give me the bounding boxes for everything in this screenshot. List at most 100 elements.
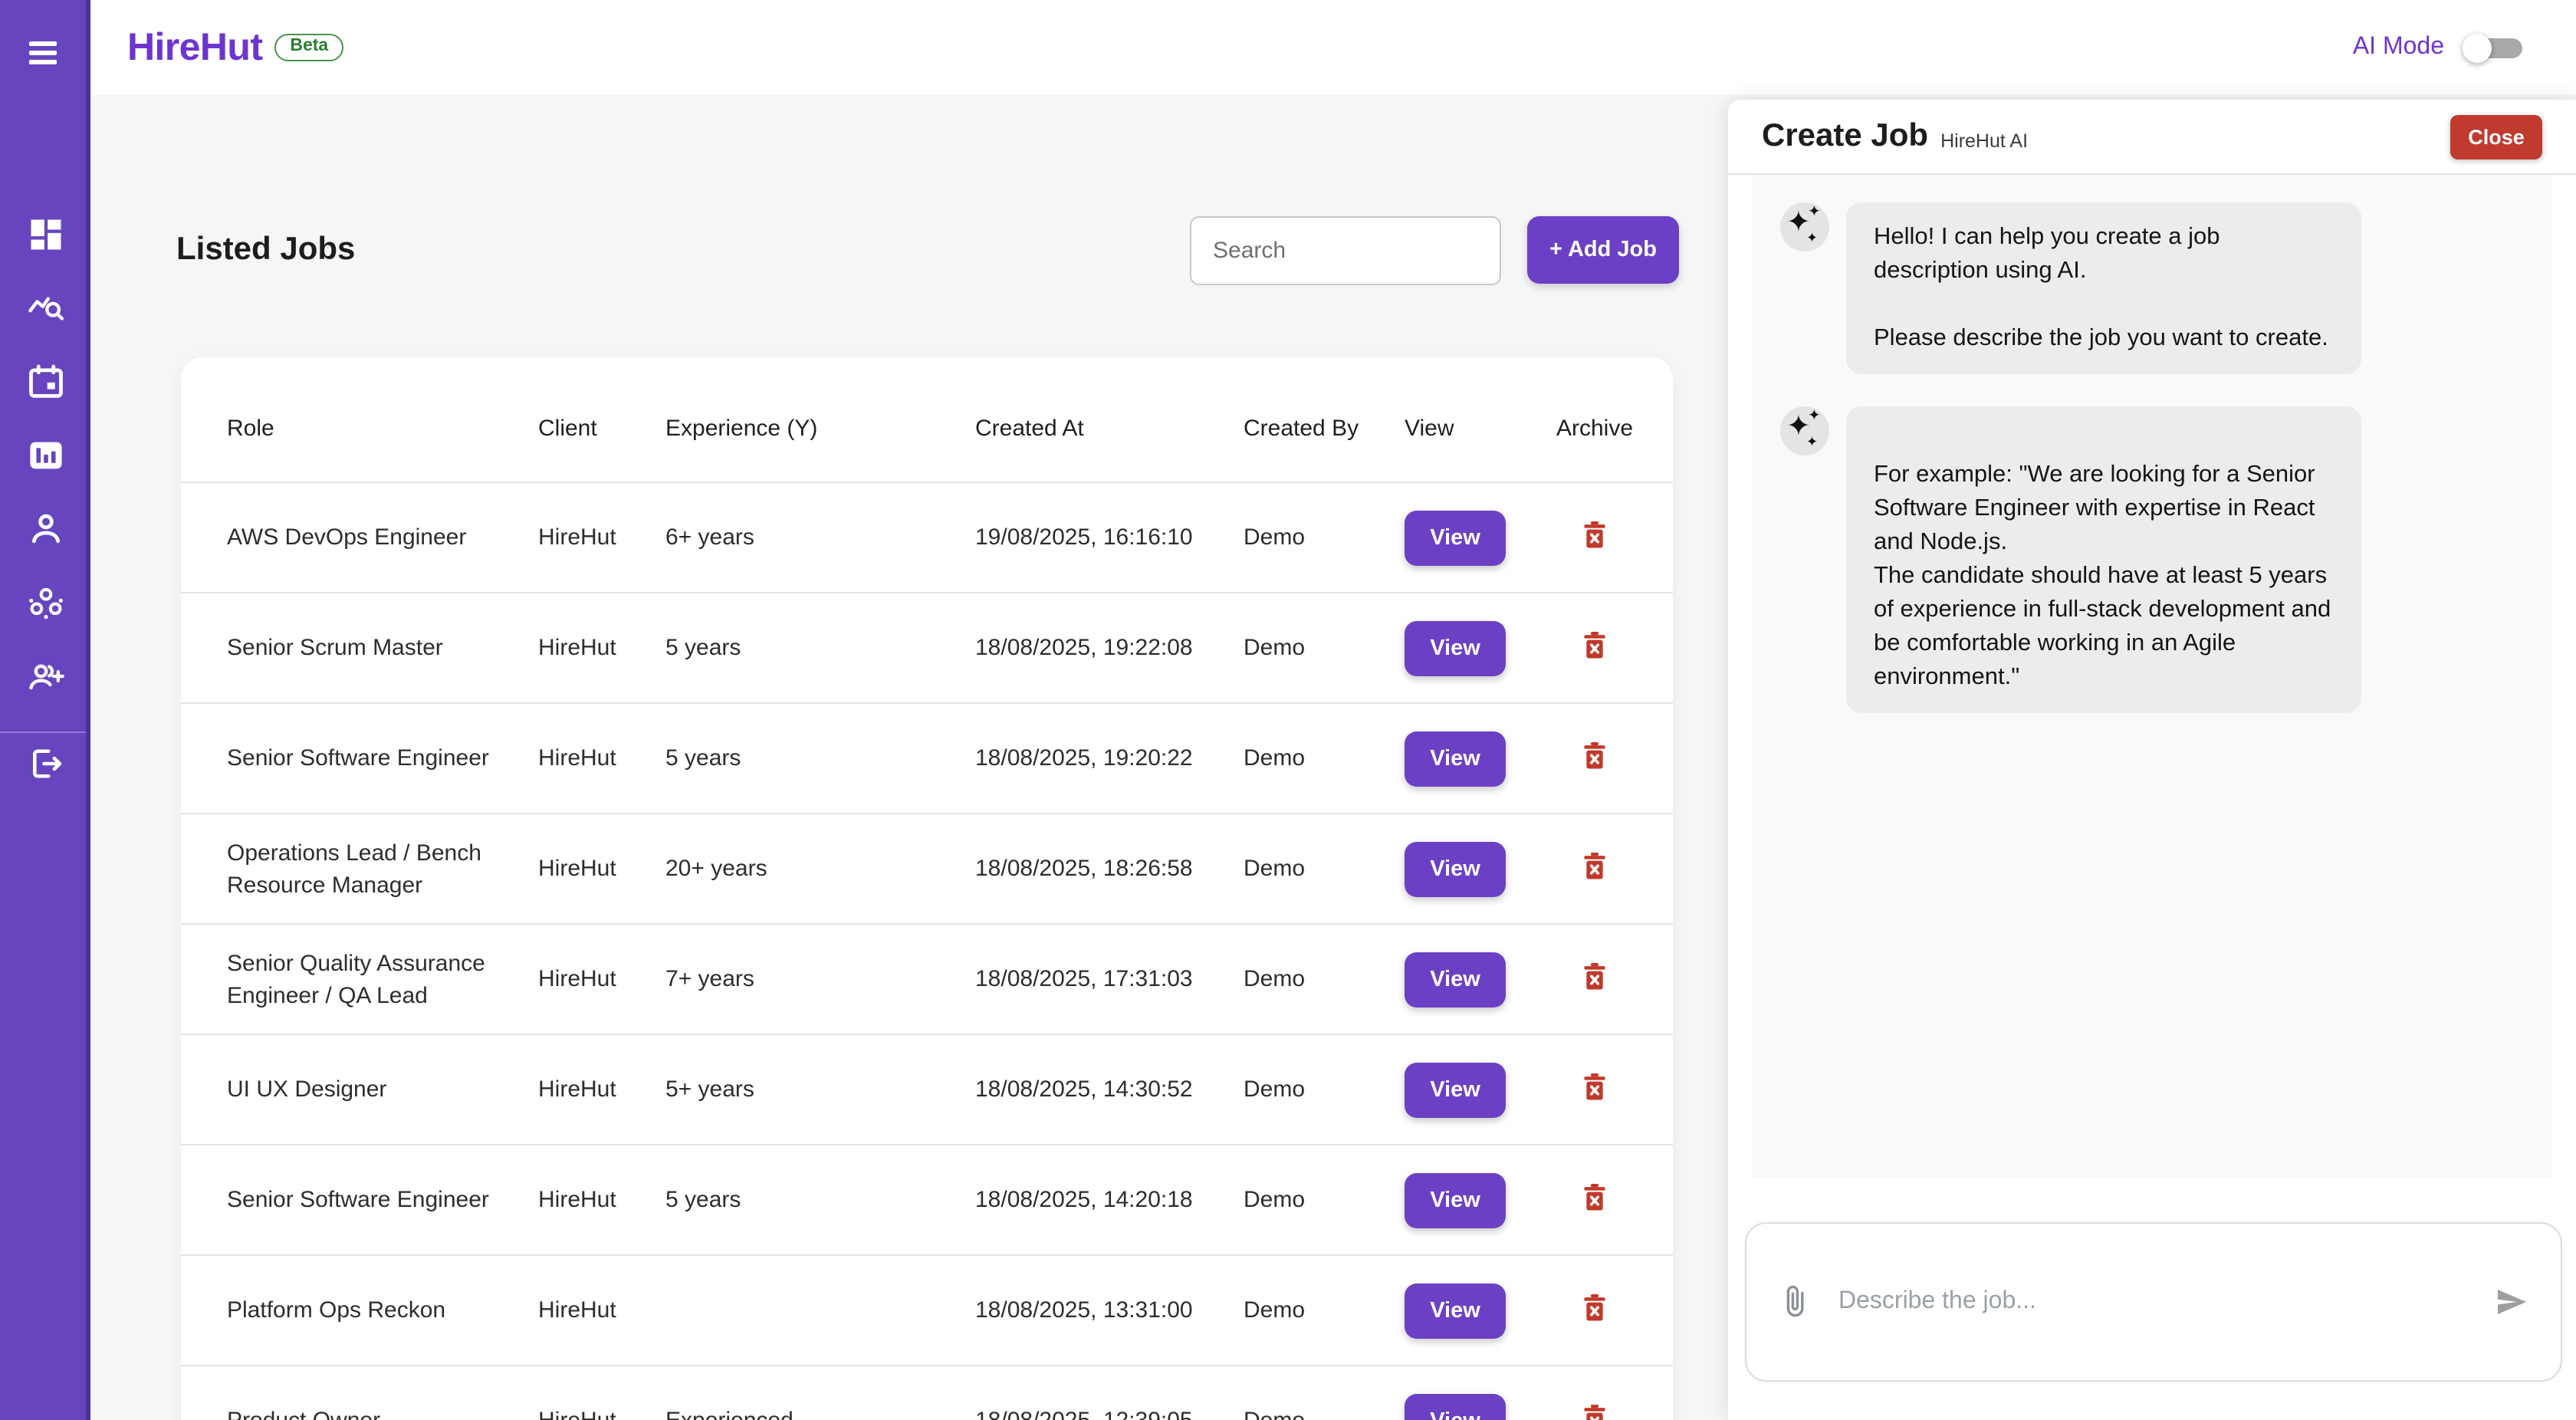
experience-cell: 5 years	[665, 745, 741, 771]
job-description-input[interactable]	[1835, 1287, 2472, 1317]
client-cell: HireHut	[538, 1297, 616, 1323]
create-job-panel: Create Job HireHut AI Close ✦ ✦ ✦ Hello! I…	[1728, 100, 2576, 1420]
role-cell: Platform Ops Reckon	[227, 1297, 446, 1323]
ai-mode-toggle[interactable]	[2463, 33, 2522, 62]
created-by-cell: Demo	[1244, 524, 1306, 551]
sidebar	[0, 0, 90, 1420]
created-by-cell: Demo	[1244, 635, 1306, 661]
sidebar-item-calendar[interactable]	[25, 362, 65, 402]
view-button[interactable]: View	[1405, 1172, 1506, 1228]
role-cell: Senior Scrum Master	[227, 635, 443, 661]
created-at-cell: 18/08/2025, 19:20:22	[975, 745, 1193, 771]
client-cell: HireHut	[538, 1408, 665, 1420]
app-logo: HireHut	[127, 25, 263, 68]
ai-sparkle-icon: ✦ ✦ ✦	[1780, 406, 1829, 455]
view-button[interactable]: View	[1405, 952, 1506, 1007]
sidebar-item-team[interactable]	[25, 583, 65, 623]
role-cell: Senior Quality Assurance Engineer / QA L…	[227, 950, 485, 1008]
created-at-cell: 18/08/2025, 12:39:05	[975, 1408, 1244, 1420]
sidebar-item-add-user[interactable]	[25, 656, 65, 696]
archive-button[interactable]	[1578, 1289, 1612, 1326]
created-by-cell: Demo	[1244, 1297, 1306, 1323]
role-cell: Product Owner	[227, 1405, 538, 1420]
delete-forever-icon	[1578, 737, 1612, 774]
column-role: Role	[227, 416, 274, 442]
view-button[interactable]: View	[1405, 1062, 1506, 1117]
view-button[interactable]: View	[1405, 841, 1506, 896]
archive-button[interactable]	[1578, 626, 1612, 663]
message-composer	[1745, 1222, 2562, 1382]
toggle-knob	[2463, 33, 2492, 62]
archive-button[interactable]	[1578, 516, 1612, 553]
send-button[interactable]	[2493, 1284, 2530, 1320]
view-button[interactable]: View	[1405, 620, 1506, 675]
table-row: Senior Software Engineer HireHut 5 years…	[181, 702, 1673, 813]
bar-chart-icon	[25, 436, 65, 475]
table-row: Platform Ops Reckon HireHut 18/08/2025, …	[181, 1254, 1673, 1365]
view-button[interactable]: View	[1405, 1393, 1506, 1420]
sidebar-item-dashboard[interactable]	[25, 215, 65, 255]
client-cell: HireHut	[538, 524, 616, 551]
archive-button[interactable]	[1578, 737, 1612, 774]
delete-forever-icon	[1578, 1068, 1612, 1105]
query-stats-icon	[25, 288, 65, 328]
ai-sparkle-icon: ✦ ✦ ✦	[1780, 202, 1829, 251]
experience-cell: 5+ years	[665, 1077, 754, 1103]
person-add-icon	[25, 656, 65, 696]
paperclip-icon	[1777, 1282, 1814, 1322]
client-cell: HireHut	[538, 856, 616, 882]
beta-badge: Beta	[274, 33, 344, 62]
created-by-cell: Demo	[1244, 966, 1306, 992]
attach-button[interactable]	[1777, 1282, 1814, 1322]
archive-button[interactable]	[1578, 958, 1612, 994]
delete-forever-icon	[1578, 958, 1612, 994]
table-row: Senior Quality Assurance Engineer / QA L…	[181, 923, 1673, 1034]
archive-button[interactable]	[1578, 1178, 1612, 1215]
panel-title: Create Job	[1762, 118, 1929, 153]
delete-forever-icon	[1578, 516, 1612, 553]
experience-cell: 5 years	[665, 635, 741, 661]
table-row: Operations Lead / Bench Resource Manager…	[181, 813, 1673, 923]
experience-cell: 5 years	[665, 1187, 741, 1213]
dashboard-icon	[25, 215, 65, 255]
sidebar-item-analytics[interactable]	[25, 288, 65, 328]
role-cell: Operations Lead / Bench Resource Manager	[227, 840, 481, 898]
close-button[interactable]: Close	[2450, 114, 2542, 159]
column-created-at: Created At	[975, 416, 1084, 442]
sidebar-item-profile[interactable]	[25, 509, 65, 549]
client-cell: HireHut	[538, 1077, 616, 1103]
archive-button[interactable]	[1578, 1068, 1612, 1105]
archive-button[interactable]	[1578, 847, 1612, 884]
experience-cell: 20+ years	[665, 856, 767, 882]
experience-cell: Experienced	[665, 1408, 975, 1420]
add-job-button[interactable]: + Add Job	[1527, 216, 1679, 284]
archive-button[interactable]	[1578, 1399, 1612, 1420]
sidebar-nav	[0, 215, 90, 696]
created-by-cell: Demo	[1244, 1408, 1405, 1420]
sidebar-item-reports[interactable]	[25, 436, 65, 475]
created-at-cell: 18/08/2025, 17:31:03	[975, 966, 1193, 992]
created-by-cell: Demo	[1244, 1077, 1306, 1103]
client-cell: HireHut	[538, 1187, 616, 1213]
message-bubble: Hello! I can help you create a job descr…	[1846, 202, 2361, 374]
top-bar: HireHut Beta AI Mode	[90, 0, 2576, 95]
view-button[interactable]: View	[1405, 510, 1506, 565]
logout-icon	[25, 744, 65, 784]
delete-forever-icon	[1578, 1289, 1612, 1326]
column-client: Client	[538, 416, 597, 442]
sidebar-item-logout[interactable]	[25, 744, 65, 784]
role-cell: Senior Software Engineer	[227, 745, 489, 771]
page-head: Listed Jobs + Add Job	[176, 215, 1679, 285]
view-button[interactable]: View	[1405, 1283, 1506, 1338]
search-input[interactable]	[1190, 215, 1501, 284]
table-row: Product Owner HireHut Experienced 18/08/…	[181, 1365, 1673, 1420]
calendar-icon	[25, 362, 65, 402]
person-icon	[25, 509, 65, 549]
chat-message: ✦ ✦ ✦ Hello! I can help you create a job d…	[1780, 202, 2524, 374]
menu-icon[interactable]	[20, 32, 69, 78]
view-button[interactable]: View	[1405, 731, 1506, 786]
table-row: AWS DevOps Engineer HireHut 6+ years 19/…	[181, 482, 1673, 592]
role-cell: Senior Software Engineer	[227, 1187, 489, 1213]
created-by-cell: Demo	[1244, 856, 1306, 882]
